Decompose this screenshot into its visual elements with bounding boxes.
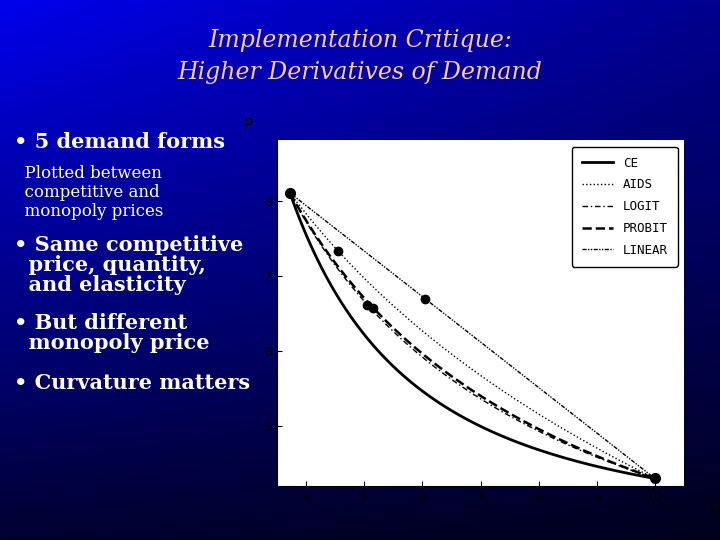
Text: price, quantity,: price, quantity, (14, 255, 206, 275)
CE (430, 396, 438, 403)
LOGIT (405, 342, 413, 349)
LINEAR (549, 396, 558, 402)
CE (330, 287, 338, 293)
CE (286, 190, 294, 196)
CE (549, 451, 558, 458)
CE (551, 452, 559, 458)
AIDS (651, 475, 660, 482)
Text: • But different: • But different (14, 313, 188, 333)
LINEAR (405, 283, 413, 289)
Line: LINEAR: LINEAR (290, 193, 655, 478)
Text: and elasticity: and elasticity (14, 275, 186, 295)
PROBIT (651, 475, 660, 482)
LOGIT (549, 435, 558, 442)
Text: Higher Derivatives of Demand: Higher Derivatives of Demand (178, 62, 542, 84)
Text: monopoly price: monopoly price (14, 333, 210, 353)
LINEAR (551, 397, 559, 404)
LOGIT (286, 190, 294, 196)
Text: Plotted between: Plotted between (14, 165, 162, 181)
CE (651, 475, 660, 482)
PROBIT (516, 416, 524, 422)
PROBIT (551, 434, 559, 441)
PROBIT (286, 190, 294, 196)
LINEAR (430, 303, 438, 309)
AIDS (286, 190, 294, 196)
CE (405, 377, 413, 383)
Text: Q: Q (708, 500, 720, 515)
Text: monopoly prices: monopoly prices (14, 202, 163, 219)
PROBIT (549, 433, 558, 440)
Legend: CE, AIDS, LOGIT, PROBIT, LINEAR: CE, AIDS, LOGIT, PROBIT, LINEAR (572, 147, 678, 267)
LINEAR (286, 190, 294, 196)
LINEAR (516, 369, 524, 376)
AIDS (516, 399, 524, 405)
AIDS (405, 316, 413, 323)
LOGIT (330, 260, 338, 267)
Text: • Same competitive: • Same competitive (14, 235, 243, 255)
AIDS (551, 421, 559, 427)
Line: PROBIT: PROBIT (290, 193, 655, 478)
Line: LOGIT: LOGIT (290, 193, 655, 478)
Text: • 5 demand forms: • 5 demand forms (14, 132, 225, 152)
LOGIT (430, 363, 438, 370)
Line: AIDS: AIDS (290, 193, 655, 478)
Text: • Curvature matters: • Curvature matters (14, 373, 251, 393)
Text: P: P (243, 118, 253, 133)
LINEAR (651, 475, 660, 482)
PROBIT (430, 360, 438, 367)
AIDS (430, 338, 438, 344)
LOGIT (516, 418, 524, 424)
Line: CE: CE (290, 193, 655, 478)
LINEAR (330, 224, 338, 231)
PROBIT (405, 339, 413, 346)
LOGIT (551, 436, 559, 442)
Text: competitive and: competitive and (14, 184, 160, 200)
AIDS (549, 420, 558, 426)
LOGIT (651, 475, 660, 482)
Text: Implementation Critique:: Implementation Critique: (208, 29, 512, 52)
PROBIT (330, 258, 338, 265)
CE (516, 440, 524, 446)
AIDS (330, 243, 338, 249)
